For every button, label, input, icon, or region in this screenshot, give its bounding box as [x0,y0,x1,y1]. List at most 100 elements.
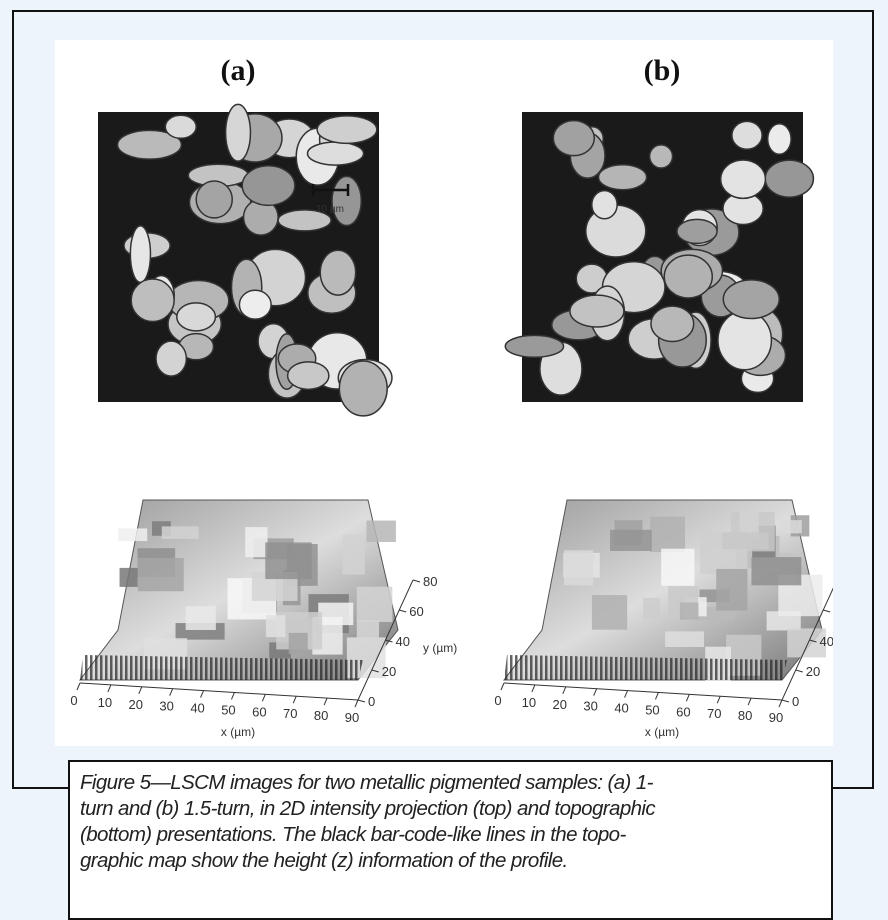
x-tick-label: 40 [190,701,204,716]
particle [116,129,183,160]
x-tick-label: 40 [614,701,628,716]
x-tick [716,696,721,704]
caption-line: (bottom) presentations. The black bar-co… [80,823,626,846]
x-tick-label: 20 [553,697,567,712]
x-axis-label: x (µm) [221,725,255,739]
x-tick-label: 50 [645,702,659,717]
particle [722,279,780,320]
particle [316,115,378,145]
y-tick [823,609,831,613]
block [643,597,660,619]
particle [224,103,252,162]
particle [277,209,332,232]
block [787,628,827,658]
particle [597,163,648,191]
x-axis-label: x (µm) [645,725,679,739]
block [661,548,695,586]
particle [241,165,296,207]
x-tick [230,692,235,700]
x-tick-label: 90 [345,710,359,725]
panel-label: (a) [221,54,256,87]
y-tick-label: 0 [368,694,375,709]
particle [591,189,618,220]
particle [676,218,718,245]
block [118,528,148,542]
x-tick [76,682,81,691]
x-tick [169,688,174,696]
y-tick-label: 0 [792,694,799,709]
y-tick [781,699,790,703]
y-tick [385,639,393,643]
x-tick [531,684,536,693]
height-bars [80,655,363,680]
x-tick [593,688,598,696]
x-tick-label: 80 [314,708,328,723]
block [650,516,685,553]
y-tick [809,639,817,643]
y-tick-label: 20 [382,664,396,679]
y-tick [357,699,366,703]
particle [306,141,365,166]
block [563,550,594,586]
y-tick [371,669,379,673]
caption-line: graphic map show the height (z) informat… [80,849,568,872]
x-tick-label: 30 [583,699,597,714]
y-tick [795,669,803,673]
particle [238,289,272,320]
x-tick [107,684,112,693]
particle [195,180,234,219]
block [722,532,769,550]
y-tick [399,609,407,613]
x-tick [685,694,690,702]
particle [338,360,388,417]
y-axis-label: y (µm) [423,641,457,655]
block [245,527,268,558]
particle [663,254,714,299]
x-tick-label: 10 [98,695,112,710]
x-tick [200,690,205,698]
block [137,557,184,592]
y-tick [412,579,421,583]
y-tick-label: 40 [396,634,410,649]
particle [719,159,767,200]
scale-bar-label: 10 µm [316,204,344,215]
particle [569,294,625,328]
y-tick-label: 40 [820,634,834,649]
x-tick-label: 10 [522,695,536,710]
particle [648,144,674,169]
x-tick-label: 70 [707,706,721,721]
block [591,595,628,630]
particle [764,159,815,198]
block [356,620,380,640]
particle [331,175,363,227]
x-tick [562,686,567,694]
particle [286,361,330,391]
block [119,567,138,587]
scale-bar [311,184,350,196]
particle [766,123,792,156]
x-tick [624,690,629,698]
block [265,542,312,580]
block [342,534,365,575]
x-tick [138,686,143,694]
particle [319,249,357,296]
block [185,606,216,630]
particle [130,278,175,323]
x-tick-label: 90 [769,710,783,725]
caption-line: Figure 5—LSCM images for two metallic pi… [80,771,653,794]
particle [129,225,152,284]
particle [155,340,188,377]
particle [650,305,695,343]
block [665,631,705,647]
block [318,602,354,626]
particle [731,120,763,150]
particle [176,302,217,332]
caption: Figure 5—LSCM images for two metallic pi… [68,760,833,920]
block [679,602,699,620]
block [716,568,748,611]
x-tick-label: 0 [70,693,77,708]
block [161,526,199,539]
panel-label: (b) [644,54,681,87]
block [366,520,396,542]
